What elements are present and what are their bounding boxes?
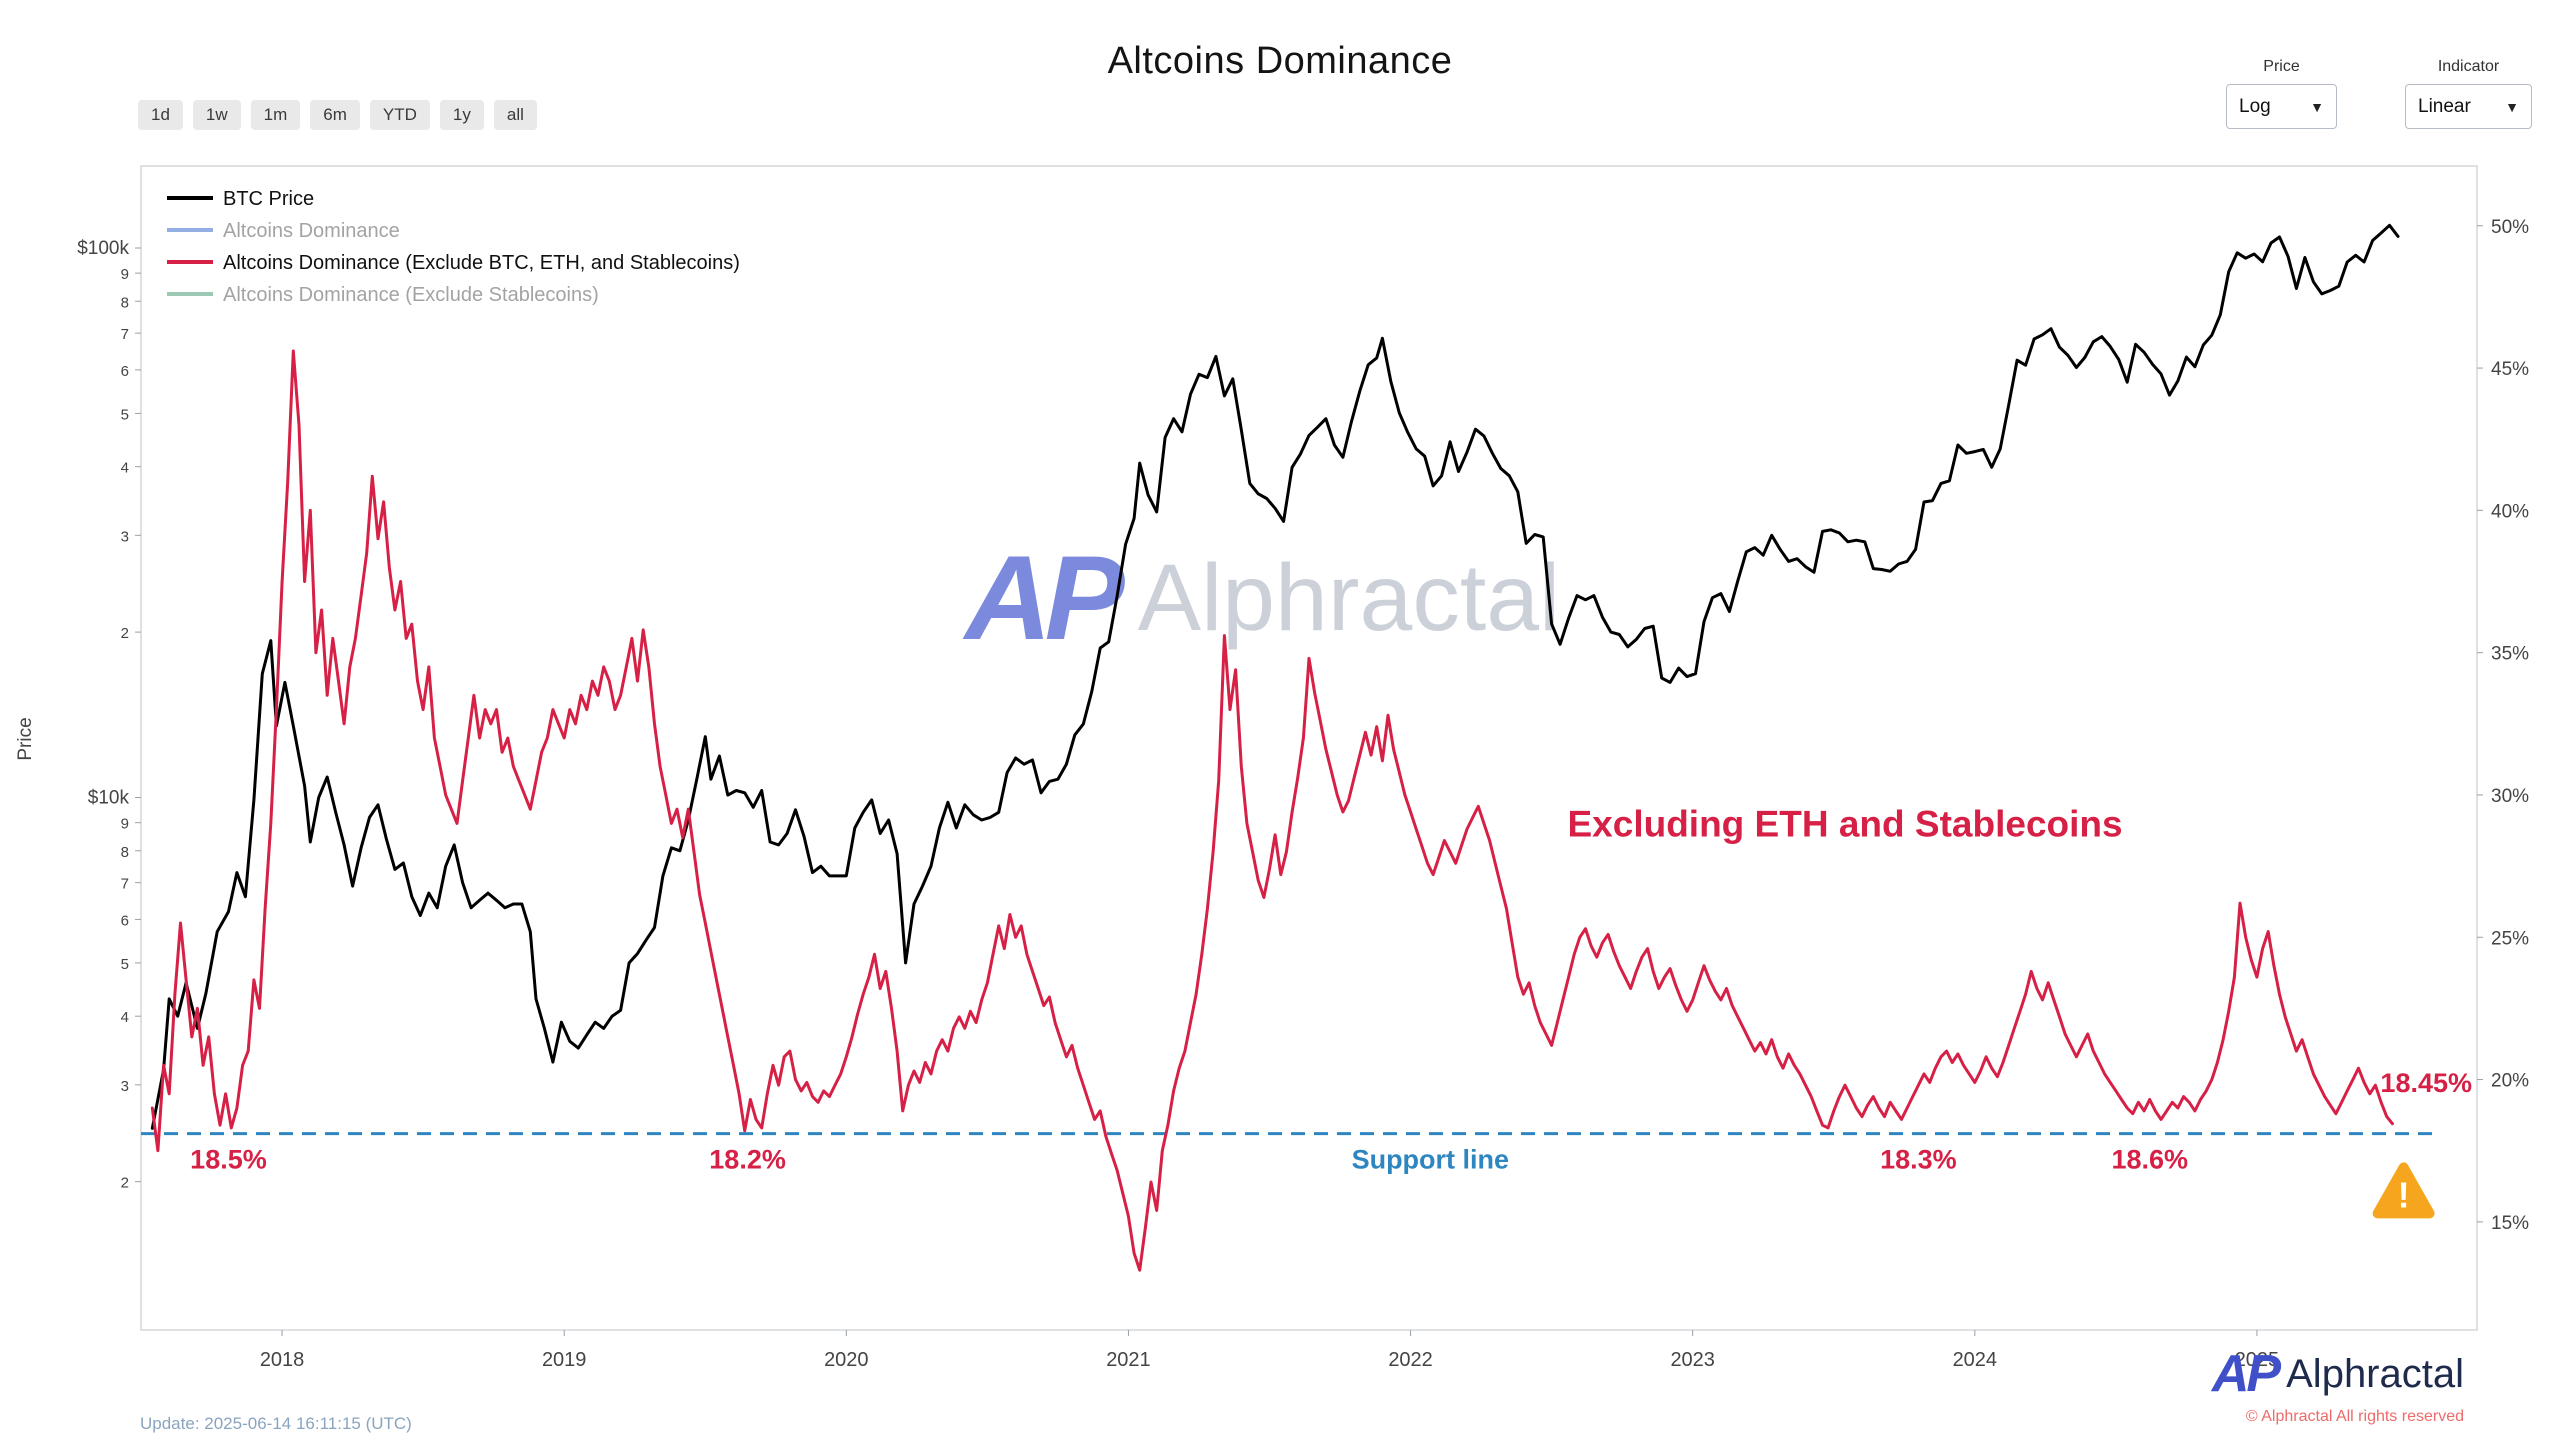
left-axis-tick-label: 3 — [121, 1078, 129, 1095]
annotation-6: 18.45% — [2380, 1068, 2472, 1098]
left-axis-tick-label: 8 — [121, 844, 129, 861]
legend-item-1[interactable]: BTC Price — [167, 188, 314, 210]
indicator-dropdown-label: Indicator — [2437, 58, 2500, 75]
range-button-all[interactable]: all — [493, 100, 537, 131]
left-axis-tick-label: 4 — [121, 1009, 129, 1026]
btc-price-line — [150, 223, 2400, 1130]
left-axis-tick-label: 4 — [121, 460, 129, 477]
left-axis-tick-label: 7 — [121, 326, 129, 343]
annotation-1: 18.5% — [190, 1145, 267, 1175]
legend-item-2[interactable]: Altcoins Dominance — [167, 220, 400, 242]
left-axis-tick-label: 9 — [121, 816, 129, 833]
x-axis-tick-label: 2021 — [1106, 1349, 1151, 1371]
range-button-1y[interactable]: 1y — [439, 100, 484, 131]
price-dropdown-label: Price — [2263, 58, 2300, 75]
left-axis-tick-label: 2 — [121, 1175, 129, 1192]
right-axis-tick-label: 25% — [2491, 928, 2529, 949]
right-axis-tick-label: 15% — [2491, 1213, 2529, 1234]
alt-dominance-ex-btc-eth-stable-line — [150, 349, 2394, 1272]
legend-label: Altcoins Dominance (Exclude BTC, ETH, an… — [223, 252, 740, 274]
price-dropdown-value: Log — [2239, 95, 2271, 117]
annotation-3: Support line — [1352, 1145, 1510, 1175]
legend-item-4[interactable]: Altcoins Dominance (Exclude Stablecoins) — [167, 284, 599, 306]
price-dropdown[interactable]: Log ▼ — [2226, 84, 2337, 129]
annotation-4: 18.3% — [1880, 1145, 1957, 1175]
legend-label: Altcoins Dominance — [223, 220, 400, 242]
legend-label: Altcoins Dominance (Exclude Stablecoins) — [223, 284, 599, 306]
right-axis-tick-label: 40% — [2491, 501, 2529, 522]
legend-label: BTC Price — [223, 188, 314, 210]
right-axis-tick-label: 50% — [2491, 217, 2529, 238]
x-axis-tick-label: 2018 — [260, 1349, 305, 1371]
right-axis-tick-label: 45% — [2491, 359, 2529, 380]
annotation-2: 18.2% — [709, 1145, 786, 1175]
legend: BTC Price Altcoins Dominance Altcoins Domi… — [167, 188, 740, 306]
chevron-down-icon: ▼ — [2505, 98, 2519, 115]
range-button-6m[interactable]: 6m — [310, 100, 360, 131]
left-axis-tick-label: 8 — [121, 294, 129, 311]
left-axis-tick-label: $100k — [77, 238, 129, 259]
left-axis-tick-label: 9 — [121, 266, 129, 283]
x-axis-tick-label: 2025 — [2235, 1349, 2280, 1371]
range-button-YTD[interactable]: YTD — [369, 100, 430, 131]
left-axis-title: Price — [15, 717, 36, 761]
annotation-7: Excluding ETH and Stablecoins — [1567, 803, 2122, 844]
left-axis-tick-label: 5 — [121, 956, 129, 973]
x-axis-tick-label: 2023 — [1670, 1349, 1715, 1371]
range-button-1m[interactable]: 1m — [250, 100, 301, 131]
page-title: Altcoins Dominance — [1107, 40, 1453, 82]
update-timestamp: Update: 2025-06-14 16:11:15 (UTC) — [140, 1414, 412, 1433]
indicator-dropdown-value: Linear — [2418, 95, 2471, 117]
right-axis-tick-label: 35% — [2491, 644, 2529, 665]
chevron-down-icon: ▼ — [2310, 98, 2324, 115]
warning-triangle-icon — [2372, 1162, 2435, 1219]
left-axis-tick-label: $10k — [88, 788, 130, 809]
warning-exclamation: ! — [2398, 1174, 2410, 1215]
x-axis-tick-label: 2022 — [1388, 1349, 1433, 1371]
x-axis-tick-label: 2020 — [824, 1349, 869, 1371]
left-axis-tick-label: 3 — [121, 528, 129, 545]
warning-icon[interactable]: ! — [2372, 1162, 2435, 1219]
footer-logo: AP Alphractal — [2212, 1348, 2464, 1400]
left-axis-tick-label: 2 — [121, 625, 129, 642]
indicator-dropdown[interactable]: Linear ▼ — [2405, 84, 2532, 129]
annotation-5: 18.6% — [2111, 1145, 2188, 1175]
copyright-text: © Alphractal All rights reserved — [2245, 1408, 2464, 1425]
range-button-1w[interactable]: 1w — [192, 100, 241, 131]
footer-brand-name: Alphractal — [2286, 1352, 2464, 1396]
left-axis-tick-label: 5 — [121, 406, 129, 423]
right-axis-tick-label: 30% — [2491, 786, 2529, 807]
x-axis-tick-label: 2019 — [542, 1349, 587, 1371]
left-axis-tick-label: 6 — [121, 912, 129, 929]
alphractal-logo-icon: AP — [2211, 1345, 2281, 1403]
plot-border — [140, 165, 2478, 1331]
left-axis-tick-label: 7 — [121, 876, 129, 893]
x-axis-tick-label: 2024 — [1953, 1349, 1998, 1371]
left-axis-tick-label: 6 — [121, 363, 129, 380]
right-axis-tick-label: 20% — [2491, 1071, 2529, 1092]
legend-item-3[interactable]: Altcoins Dominance (Exclude BTC, ETH, an… — [167, 252, 740, 274]
range-button-1d[interactable]: 1d — [138, 100, 183, 131]
time-range-group: 1d 1w 1m 6m YTD 1y all — [138, 100, 537, 131]
